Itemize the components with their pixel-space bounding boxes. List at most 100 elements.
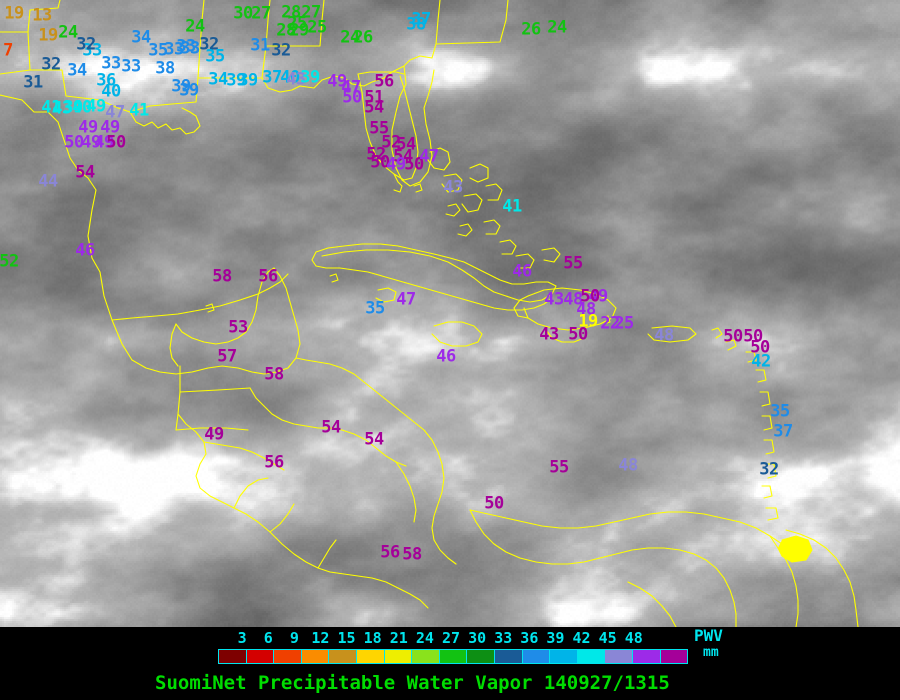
pwv-station-value: 33 bbox=[180, 38, 200, 59]
pwv-station-value: 32 bbox=[199, 34, 219, 55]
pwv-station-value: 39 bbox=[238, 70, 258, 91]
pwv-station-value: 47 bbox=[396, 289, 416, 310]
pwv-station-value: 40 bbox=[72, 97, 92, 118]
pwv-station-value: 42 bbox=[751, 351, 771, 372]
pwv-station-value: 35 bbox=[365, 298, 385, 319]
pwv-station-value: 34 bbox=[131, 27, 151, 48]
colorbar-tick-12: 12 bbox=[311, 629, 330, 647]
colorbar-segment-orange-red bbox=[274, 650, 302, 663]
pwv-station-value: 40 bbox=[280, 67, 300, 88]
colorbar-tick-21: 21 bbox=[389, 629, 408, 647]
product-title: SuomiNet Precipitable Water Vapor 140927… bbox=[155, 672, 670, 694]
colorbar-tick-33: 33 bbox=[494, 629, 513, 647]
pwv-station-value: 39 bbox=[179, 80, 199, 101]
pwv-station-value: 58 bbox=[212, 266, 232, 287]
pwv-station-value: 31 bbox=[250, 35, 270, 56]
pwv-station-value: 24 bbox=[58, 22, 78, 43]
pwv-station-value: 34 bbox=[67, 60, 87, 81]
pwv-station-value: 43 bbox=[52, 98, 72, 119]
colorbar-segment-gold bbox=[356, 650, 385, 663]
colorbar-segment-dark-green bbox=[467, 650, 495, 663]
pwv-station-value: 33 bbox=[164, 39, 184, 60]
colorbar-tick-48: 48 bbox=[624, 629, 643, 647]
colorbar-tick-39: 39 bbox=[546, 629, 565, 647]
pwv-station-value: 19 bbox=[578, 311, 598, 332]
pwv-station-value: 19 bbox=[4, 3, 24, 24]
pwv-station-value: 54 bbox=[396, 134, 416, 155]
pwv-station-value: 50 bbox=[723, 326, 743, 347]
colorbar-segment-dark-goldenrod bbox=[329, 650, 357, 663]
pwv-station-value: 25 bbox=[307, 17, 327, 38]
satellite-image-canvas bbox=[0, 0, 900, 627]
pwv-station-value: 56 bbox=[264, 452, 284, 473]
pwv-station-value: 25 bbox=[287, 13, 307, 34]
pwv-station-value: 19 bbox=[38, 25, 58, 46]
pwv-station-value: 38 bbox=[155, 58, 175, 79]
pwv-station-value: 28 bbox=[281, 2, 301, 23]
pwv-station-value: 58 bbox=[402, 544, 422, 565]
pwv-station-value: 36 bbox=[96, 70, 116, 91]
colorbar-tick-30: 30 bbox=[468, 629, 487, 647]
pwv-station-value: 55 bbox=[563, 253, 583, 274]
pwv-station-value: 49 bbox=[86, 96, 106, 117]
pwv-station-value: 27 bbox=[251, 3, 271, 24]
pwv-station-value: 50 bbox=[750, 337, 770, 358]
colorbar-segment-cyan bbox=[577, 650, 606, 663]
colorbar-segment-magenta bbox=[660, 650, 688, 663]
pwv-station-value: 57 bbox=[217, 346, 237, 367]
pwv-station-value: 41 bbox=[129, 100, 149, 121]
pwv-station-value: 32 bbox=[759, 459, 779, 480]
colorbar-tick-15: 15 bbox=[337, 629, 356, 647]
pwv-station-value: 49 bbox=[100, 117, 120, 138]
colorbar-segment-light-blue bbox=[550, 650, 578, 663]
pwv-station-value: 39 bbox=[226, 70, 246, 91]
colorbar-tick-18: 18 bbox=[363, 629, 382, 647]
colorbar-segment-dark-blue bbox=[494, 650, 523, 663]
legend-footer: 3 6 9 12 15 18 21 24 27 30 33 36 39 42 45 48 PWV mm Suo… bbox=[0, 627, 900, 700]
pwv-station-value: 33 bbox=[176, 36, 196, 57]
pwv-station-value: 58 bbox=[264, 364, 284, 385]
pwv-station-value: 24 bbox=[547, 17, 567, 38]
pwv-station-value: 47 bbox=[419, 146, 439, 167]
colorbar-tick-36: 36 bbox=[520, 629, 539, 647]
pwv-station-value: 47 bbox=[105, 102, 125, 123]
pwv-station-value: 50 bbox=[64, 132, 84, 153]
pwv-station-value: 52 bbox=[366, 144, 386, 165]
pwv-station-value: 47 bbox=[341, 77, 361, 98]
pwv-station-value: 46 bbox=[512, 261, 532, 282]
pwv-station-value: 35 bbox=[205, 46, 225, 67]
pwv-station-value: 39 bbox=[300, 67, 320, 88]
pwv-station-value: 32 bbox=[41, 54, 61, 75]
pwv-station-value: 22 bbox=[600, 313, 620, 334]
pwv-station-value: 54 bbox=[364, 97, 384, 118]
pwv-station-value: 43 bbox=[539, 324, 559, 345]
pwv-station-value: 34 bbox=[208, 69, 228, 90]
colorbar-segment-dark-red bbox=[219, 650, 247, 663]
pwv-station-value: 37 bbox=[773, 421, 793, 442]
pwv-station-value: 51 bbox=[364, 87, 384, 108]
pwv-station-value: 13 bbox=[32, 5, 52, 26]
pwv-station-value: 43 bbox=[443, 177, 463, 198]
pwv-station-value: 50 bbox=[484, 493, 504, 514]
colorbar-segment-red bbox=[246, 650, 275, 663]
pwv-station-value: 52 bbox=[0, 251, 19, 272]
pwv-station-value: 33 bbox=[101, 53, 121, 74]
pwv-station-value: 24 bbox=[340, 27, 360, 48]
pwv-station-value: 33 bbox=[121, 56, 141, 77]
pwv-station-value: 39 bbox=[171, 76, 191, 97]
pwv-station-value: 39 bbox=[63, 97, 83, 118]
pwv-station-value: 48 bbox=[576, 299, 596, 320]
pwv-station-value: 48 bbox=[654, 325, 674, 346]
pwv-station-value: 54 bbox=[393, 146, 413, 167]
colorbar-segment-green bbox=[439, 650, 468, 663]
pwv-station-value: 43 bbox=[544, 289, 564, 310]
colorbar-segment-violet bbox=[632, 650, 661, 663]
pwv-station-value: 43 bbox=[286, 69, 306, 90]
pwv-units-label: mm bbox=[703, 645, 719, 660]
pwv-station-value: 54 bbox=[321, 417, 341, 438]
satellite-imagery bbox=[0, 0, 900, 627]
colorbar-tick-45: 45 bbox=[598, 629, 617, 647]
pwv-station-value: 26 bbox=[353, 27, 373, 48]
pwv-station-value: 49 bbox=[588, 286, 608, 307]
pwv-station-value: 50 bbox=[404, 154, 424, 175]
